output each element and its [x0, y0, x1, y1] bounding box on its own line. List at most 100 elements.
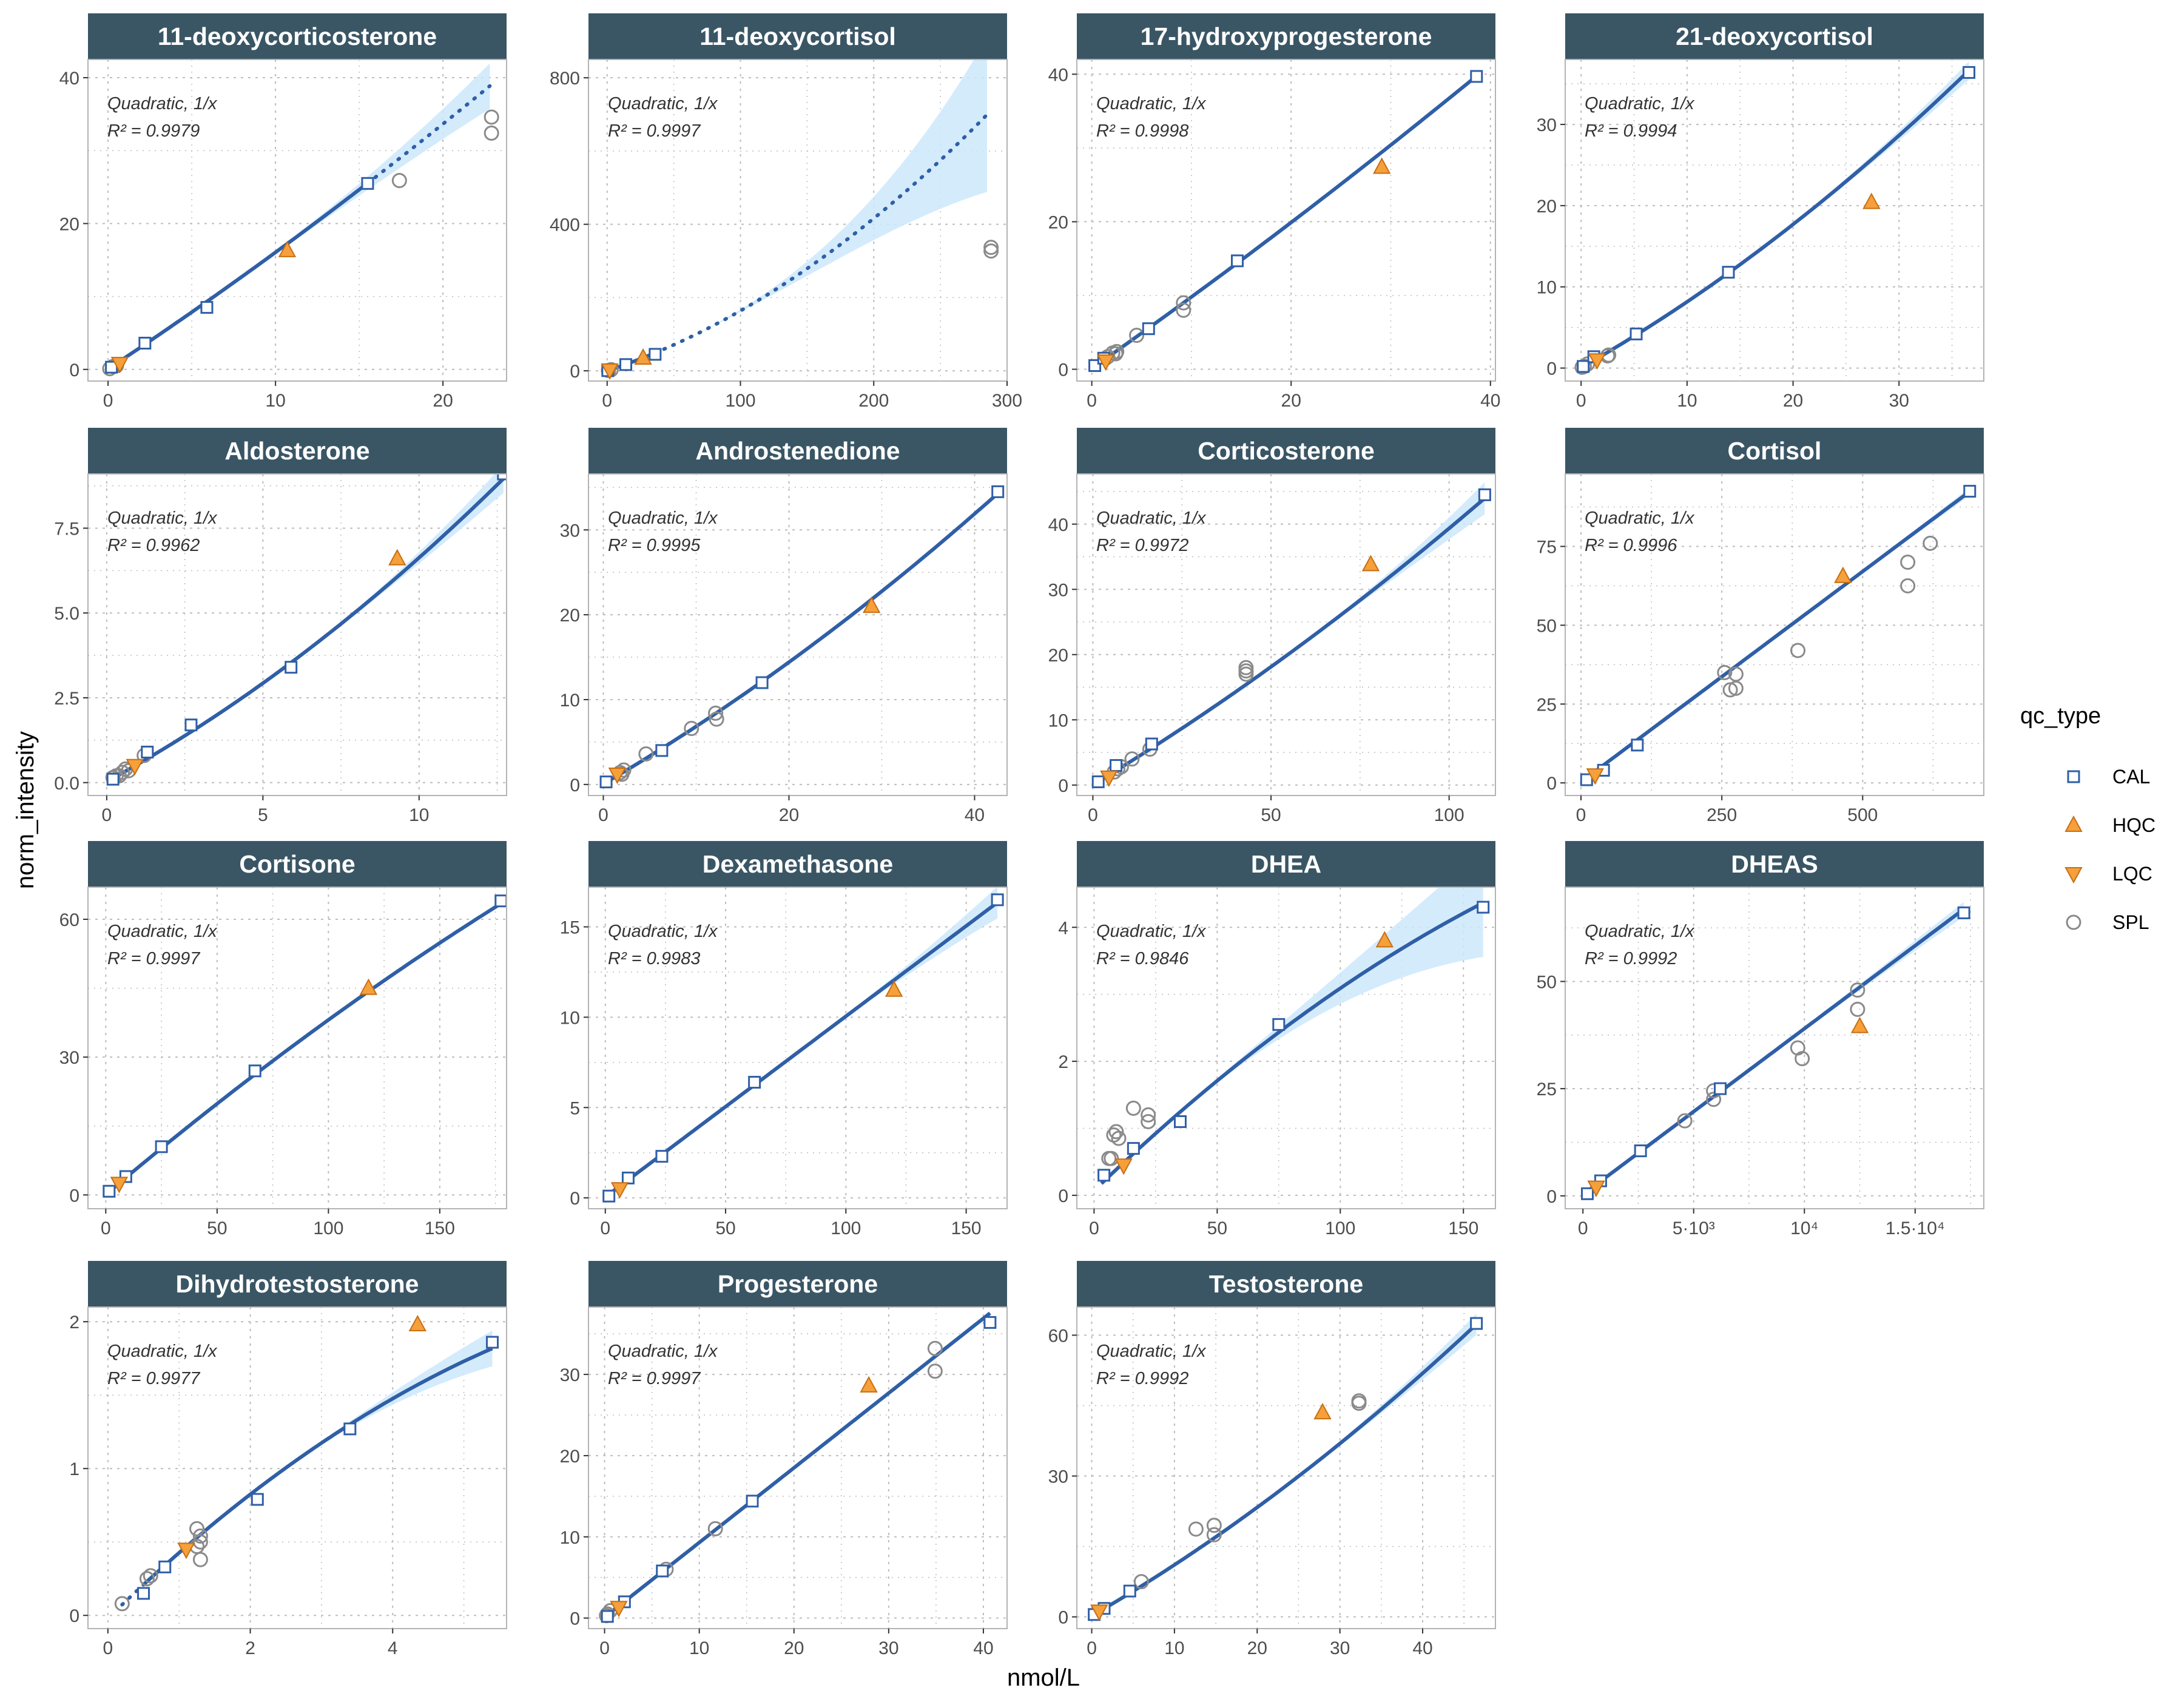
data-point-cal [184, 718, 198, 732]
y-tick-label: 1 [69, 1459, 79, 1479]
data-point-cal [1091, 775, 1105, 788]
data-point-hqc [1850, 1016, 1869, 1033]
panel-21-deoxycortisol: 21-deoxycortisol Quadratic, 1/x R² = 0.999… [1537, 13, 1984, 411]
data-point-spl [707, 1521, 723, 1536]
y-tick-label: 0 [1546, 1187, 1557, 1207]
data-point-hqc [1361, 555, 1380, 572]
y-tick-label: 5.0 [54, 604, 79, 624]
legend-label: HQC [2112, 814, 2155, 836]
data-point-cal [1957, 906, 1970, 919]
fit-line [1091, 75, 1478, 370]
facet-title: 11-deoxycorticosterone [158, 22, 437, 50]
panel-plot-area [602, 887, 1004, 1203]
x-tick-label: 40 [1480, 391, 1500, 411]
data-point-spl [391, 173, 407, 189]
data-point-spl [1124, 751, 1140, 767]
fit-model-label: Quadratic, 1/x [107, 94, 218, 113]
fit-line [604, 900, 999, 1198]
data-point-spl [115, 765, 130, 780]
facet-title: 17-hydroxyprogesterone [1141, 22, 1432, 50]
data-point-spl [684, 721, 699, 737]
data-point-cal [649, 348, 662, 361]
x-tick-label: 20 [784, 1638, 804, 1658]
legend-entries: CAL HQC LQC SPL [2064, 766, 2155, 933]
y-tick-label: 30 [560, 521, 580, 541]
facet-strip [1077, 841, 1495, 887]
panel-plot-area [105, 474, 507, 786]
x-tick-label: 300 [992, 391, 1022, 411]
data-point-cal [200, 301, 214, 314]
x-tick-label: 50 [1261, 805, 1281, 825]
data-point-spl [1111, 1130, 1127, 1146]
legend: qc_type CAL HQC LQC SPL [2020, 703, 2155, 933]
data-point-spl [1722, 682, 1738, 698]
x-tick-label: 50 [1207, 1218, 1227, 1238]
data-point-cal [1123, 1584, 1136, 1598]
legend-label: CAL [2112, 766, 2150, 788]
panel-plot-area [599, 485, 1005, 789]
facet-title: 11-deoxycortisol [699, 22, 896, 50]
facet-strip [1077, 13, 1495, 59]
facet-title: 21-deoxycortisol [1676, 22, 1873, 50]
r-squared-label: R² = 0.9972 [1096, 536, 1188, 555]
data-point-lqc [610, 1601, 628, 1618]
data-point-lqc [126, 758, 144, 775]
data-point-cal [155, 1140, 168, 1153]
r-squared-label: R² = 0.9997 [608, 1369, 701, 1388]
fit-line [604, 1311, 991, 1618]
facet-title: DHEAS [1731, 850, 1818, 878]
panel-dihydrotestosterone: Dihydrotestosterone Quadratic, 1/x R² = 0.… [69, 1261, 507, 1658]
y-tick-label: 30 [560, 1365, 580, 1385]
x-tick-label: 30 [1889, 391, 1909, 411]
data-point-cal [138, 337, 152, 350]
data-point-cal [1110, 759, 1123, 772]
r-squared-label: R² = 0.9962 [107, 536, 200, 555]
y-tick-label: 2.5 [54, 689, 79, 709]
y-tick-label: 0 [1058, 776, 1068, 796]
data-point-spl [1141, 1113, 1156, 1129]
panel-border [1565, 59, 1984, 382]
y-tick-label: 25 [1537, 1079, 1557, 1099]
data-point-spl [1125, 1100, 1141, 1116]
x-axis-title: nmol/L [1007, 1664, 1080, 1691]
panel-border [87, 473, 507, 796]
data-point-cal [599, 775, 613, 789]
fit-line [1092, 496, 1486, 786]
facet-strip [1077, 428, 1495, 474]
facet-title: Corticosterone [1198, 437, 1375, 465]
x-tick-label: 0 [1088, 805, 1098, 825]
panel-border [588, 473, 1008, 796]
facet-strip [88, 1261, 507, 1307]
fit-line [107, 181, 369, 370]
data-point-lqc [1588, 353, 1606, 370]
y-tick-label: 0 [1546, 774, 1557, 794]
data-point-spl [1900, 578, 1916, 593]
x-tick-label: 20 [1783, 391, 1803, 411]
data-point-spl [1206, 1527, 1222, 1542]
data-point-cal [1470, 1317, 1483, 1330]
y-tick-label: 20 [1048, 212, 1068, 232]
data-point-cal [755, 676, 769, 689]
y-tick-label: 10 [1537, 278, 1557, 298]
fit-line [1580, 490, 1971, 783]
data-point-cal [1097, 1169, 1111, 1182]
panel-border [1076, 59, 1496, 382]
panel-border [1076, 887, 1496, 1209]
y-tick-label: 75 [1537, 538, 1557, 558]
x-tick-label: 40 [1412, 1638, 1432, 1658]
data-point-spl [1176, 302, 1191, 318]
facet-strip [588, 428, 1007, 474]
data-point-spl [1717, 664, 1733, 680]
x-tick-label: 100 [1434, 805, 1464, 825]
y-tick-label: 0 [570, 362, 580, 382]
data-point-spl [1141, 1107, 1156, 1123]
data-point-cal [486, 1336, 499, 1349]
data-point-spl [1677, 1113, 1693, 1129]
data-point-cal [285, 661, 298, 674]
data-point-cal [1722, 266, 1735, 279]
x-tick-label: 2 [245, 1638, 255, 1658]
x-tick-label: 500 [1847, 805, 1878, 825]
panel-plot-area [599, 1311, 997, 1624]
confidence-ribbon [607, 59, 987, 371]
